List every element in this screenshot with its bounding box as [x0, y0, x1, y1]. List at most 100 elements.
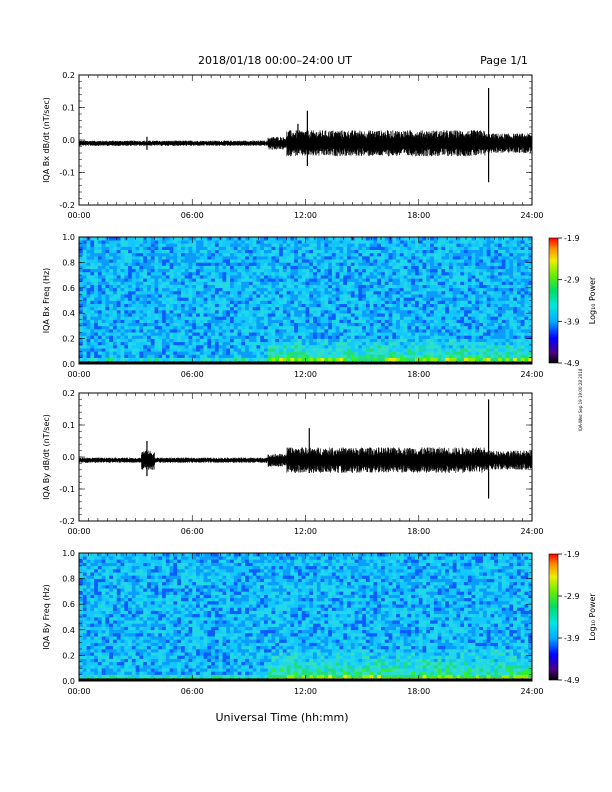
spectrogram-cell — [196, 329, 201, 333]
spectrogram-cell — [305, 294, 310, 298]
spectrogram-cell — [422, 300, 427, 304]
spectrogram-cell — [173, 306, 178, 311]
spectrogram-cell — [392, 297, 397, 301]
spectrogram-cell — [294, 306, 299, 311]
spectrogram-cell — [203, 319, 208, 324]
spectrogram-cell — [207, 262, 212, 266]
spectrogram-cell — [369, 348, 374, 352]
spectrogram-cell — [290, 319, 295, 324]
spectrogram-cell — [369, 278, 374, 282]
spectrogram-cell — [365, 354, 370, 358]
spectrogram-cell — [520, 265, 525, 270]
spectrogram-cell — [188, 281, 193, 285]
spectrogram-cell — [120, 265, 125, 270]
spectrogram-cell — [426, 249, 431, 254]
spectrogram-cell — [524, 243, 529, 247]
spectrogram-cell — [260, 351, 265, 355]
spectrogram-cell — [411, 287, 416, 292]
spectrogram-cell — [241, 249, 246, 254]
spectrogram-cell — [139, 246, 144, 250]
spectrogram-cell — [426, 281, 431, 285]
spectrogram-cell — [192, 351, 197, 355]
spectrogram-cell — [313, 313, 318, 317]
spectrogram-cell — [373, 297, 378, 301]
spectrogram-cell — [245, 240, 250, 244]
spectrogram-cell — [335, 348, 340, 352]
spectrogram-cell — [199, 319, 204, 324]
spectrogram-cell — [365, 265, 370, 270]
spectrogram-cell — [94, 240, 99, 244]
spectrogram-cell — [245, 246, 250, 250]
spectrogram-cell — [437, 237, 442, 241]
spectrogram-cell — [407, 322, 412, 327]
spectrogram-cell — [467, 271, 472, 276]
spectrogram-cell — [369, 240, 374, 244]
spectrogram-cell — [143, 275, 148, 279]
spectrogram-cell — [350, 246, 355, 250]
spectrogram-cell — [79, 316, 84, 320]
spectrogram-cell — [464, 281, 469, 285]
spectrogram-cell — [482, 256, 488, 260]
spectrogram-cell — [222, 303, 227, 308]
spectrogram-cell — [131, 287, 136, 292]
spectrogram-cell — [464, 297, 469, 301]
spectrogram-cell — [313, 316, 318, 320]
x-tick-label: 00:00 — [67, 211, 90, 220]
spectrogram-cell — [260, 281, 265, 285]
spectrogram-cell — [97, 357, 102, 362]
spectrogram-cell — [365, 278, 370, 282]
spectrogram-cell — [120, 303, 125, 308]
spectrogram-cell — [505, 348, 510, 352]
spectrogram-cell — [441, 243, 446, 247]
spectrogram-cell — [94, 268, 99, 273]
spectrogram-cell — [248, 294, 253, 298]
spectrogram-cell — [388, 252, 393, 257]
spectrogram-cell — [252, 275, 257, 279]
spectrogram-cell — [460, 275, 465, 279]
spectrogram-cell — [218, 284, 223, 289]
spectrogram-cell — [464, 351, 469, 355]
spectrogram-cell — [509, 325, 514, 330]
spectrogram-cell — [146, 316, 152, 320]
spectrogram-cell — [94, 275, 99, 279]
spectrogram-cell — [414, 335, 420, 339]
spectrogram-cell — [313, 303, 318, 308]
spectrogram-cell — [154, 243, 159, 247]
spectrogram-cell — [460, 341, 465, 346]
spectrogram-cell — [471, 240, 476, 244]
spectrogram-cell — [324, 268, 329, 273]
spectrogram-cell — [362, 310, 367, 314]
spectrogram-cell — [135, 322, 140, 327]
spectrogram-cell — [165, 310, 170, 314]
spectrogram-cell — [207, 329, 212, 333]
spectrogram-cell — [471, 329, 476, 333]
spectrogram-cell — [226, 243, 231, 247]
spectrogram-cell — [101, 259, 106, 263]
spectrogram-cell — [430, 294, 435, 298]
spectrogram-cell — [414, 322, 420, 327]
spectrogram-cell — [226, 294, 231, 298]
spectrogram-cell — [101, 306, 106, 311]
spectrogram-cell — [452, 313, 457, 317]
spectrogram-cell — [324, 278, 329, 282]
spectrogram-cell — [226, 344, 231, 349]
spectrogram-cell — [150, 306, 155, 311]
spectrogram-cell — [109, 341, 114, 346]
spectrogram-cell — [188, 268, 193, 273]
spectrogram-cell — [90, 252, 95, 257]
spectrogram-cell — [422, 271, 427, 276]
spectrogram-cell — [143, 268, 148, 273]
spectrogram-cell — [105, 294, 110, 298]
spectrogram-cell — [135, 354, 140, 358]
spectrogram-cell — [482, 306, 488, 311]
spectrogram-cell — [430, 275, 435, 279]
spectrogram-cell — [320, 338, 325, 343]
spectrogram-cell — [79, 306, 84, 311]
spectrogram-cell — [282, 294, 287, 298]
spectrogram-cell — [135, 300, 140, 304]
spectrogram-cell — [309, 243, 314, 247]
spectrogram-cell — [237, 290, 242, 295]
spectrogram-cell — [392, 249, 397, 254]
spectrogram-cell — [271, 278, 276, 282]
spectrogram-cell — [358, 335, 363, 339]
